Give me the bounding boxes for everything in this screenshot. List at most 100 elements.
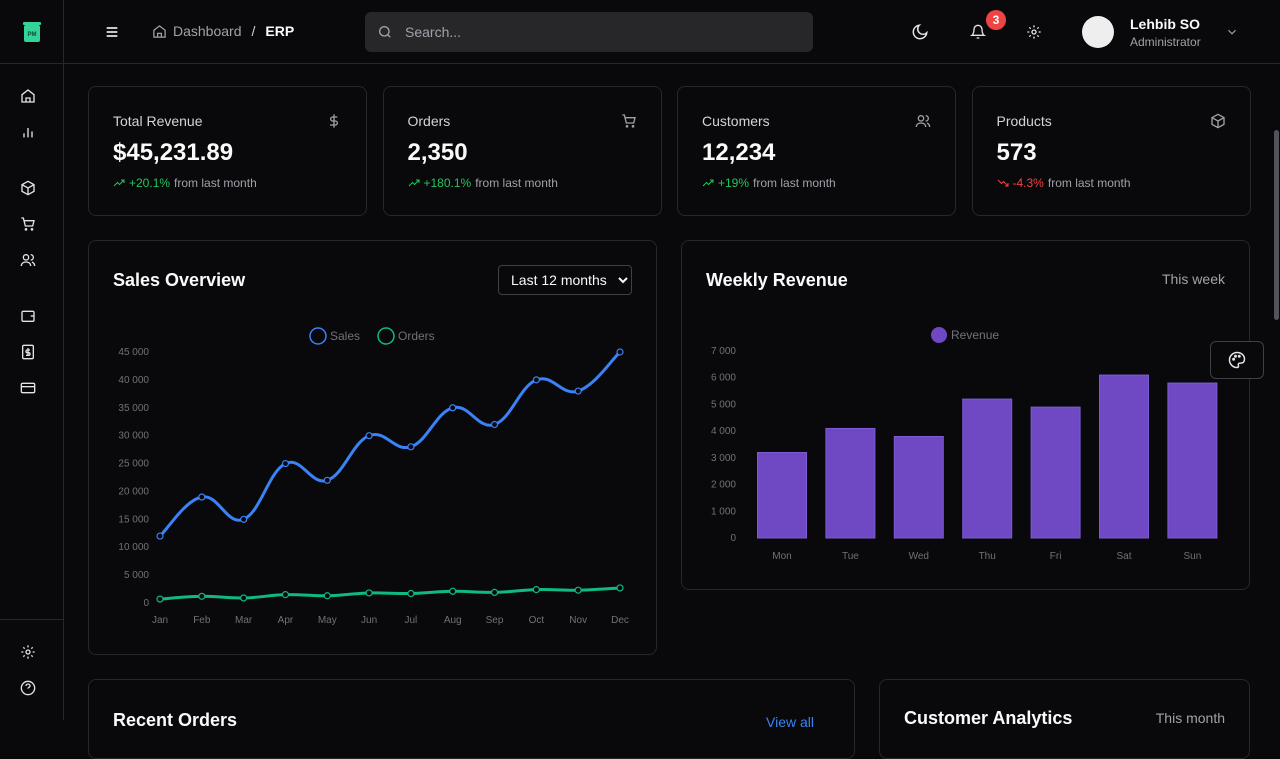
data-point <box>407 443 415 451</box>
period-label: This week <box>1161 271 1225 287</box>
y-tick-label: 5 000 <box>711 399 736 410</box>
change-value: +180.1% <box>423 176 472 190</box>
settings-icon[interactable] <box>18 642 38 662</box>
legend-swatch <box>309 327 327 345</box>
settings-icon[interactable] <box>1024 22 1044 42</box>
scrollbar-thumb[interactable] <box>1274 130 1279 320</box>
data-point <box>490 420 499 429</box>
search-box <box>365 12 813 52</box>
x-tick-label: Wed <box>909 551 929 562</box>
card-title: Customer Analytics <box>904 708 1073 728</box>
dollar-icon <box>330 114 338 128</box>
x-tick-label: Sun <box>1184 551 1202 562</box>
y-tick-label: 20 000 <box>118 486 149 497</box>
sidebar-divider <box>0 619 64 620</box>
invoice-dollar-icon[interactable] <box>18 342 38 362</box>
help-icon[interactable] <box>18 678 38 698</box>
menu-icon[interactable] <box>102 22 122 42</box>
card-title: Sales Overview <box>113 270 246 290</box>
x-tick-label: Mar <box>235 615 253 626</box>
home-icon[interactable] <box>18 86 38 106</box>
user-role: Administrator <box>1130 35 1201 49</box>
y-tick-label: 1 000 <box>711 506 736 517</box>
bar <box>825 427 876 539</box>
cart-icon <box>621 114 636 128</box>
bar <box>757 452 807 539</box>
avatar[interactable] <box>1082 16 1114 48</box>
x-tick-label: Thu <box>979 551 996 562</box>
users-icon[interactable] <box>18 250 38 270</box>
chevron-down-icon[interactable] <box>1222 22 1242 42</box>
data-point <box>156 532 164 540</box>
wallet-icon[interactable] <box>18 306 38 326</box>
stat-label: Orders <box>407 113 451 129</box>
data-point <box>281 591 290 599</box>
data-point <box>616 584 624 592</box>
stat-card: Total Revenue $45,231.89 +20.1% from las… <box>88 86 367 216</box>
bar <box>962 398 1013 539</box>
breadcrumb-dashboard[interactable]: Dashboard <box>173 23 242 39</box>
x-tick-label: Jun <box>361 615 377 626</box>
package-icon <box>1210 113 1225 129</box>
trending-up-icon <box>408 179 419 187</box>
weekly-revenue-card: Weekly Revenue This week 0 1 000 2 000 3 00… <box>681 240 1250 590</box>
logo[interactable]: PM <box>0 0 63 64</box>
chart-icon[interactable] <box>18 122 38 142</box>
sales-line-chart: 0 5 000 10 000 15 000 20 000 25 000 30 000 35 0… <box>118 327 629 626</box>
y-tick-label: 2 000 <box>711 480 736 491</box>
svg-text:PM: PM <box>27 32 36 38</box>
x-tick-label: May <box>318 615 337 626</box>
range-select[interactable]: Last 12 months <box>498 265 632 295</box>
x-tick-label: Apr <box>278 615 294 626</box>
bar <box>893 435 944 539</box>
stat-card: Products 573 -4.3% from last month <box>971 86 1251 216</box>
scrollbar[interactable] <box>1272 64 1280 720</box>
search-input[interactable] <box>405 24 785 40</box>
legend-swatch <box>931 327 947 343</box>
y-tick-label: 25 000 <box>118 459 149 470</box>
moon-icon[interactable] <box>910 22 930 42</box>
stat-change: +180.1% from last month <box>408 176 558 190</box>
stat-value: $45,231.89 <box>113 139 234 166</box>
stat-change: +19% from last month <box>702 176 836 190</box>
breadcrumb-separator: / <box>251 23 256 39</box>
data-point <box>449 404 457 412</box>
stat-change: -4.3% from last month <box>997 176 1131 190</box>
theme-palette-button[interactable] <box>1210 341 1264 379</box>
view-all-link[interactable]: View all <box>766 714 814 730</box>
stat-value: 12,234 <box>702 139 776 166</box>
x-tick-label: Aug <box>444 615 462 626</box>
package-icon[interactable] <box>18 178 38 198</box>
card-title: Weekly Revenue <box>706 270 848 290</box>
bar <box>1099 374 1149 539</box>
data-point <box>365 589 373 597</box>
x-tick-label: Oct <box>529 615 545 626</box>
data-point <box>616 348 624 356</box>
weekly-bar-chart: 0 1 000 2 000 3 000 4 000 5 000 6 000 7 000 Reve… <box>711 327 1218 562</box>
data-point <box>281 459 290 468</box>
breadcrumb: Dashboard / ERP <box>152 23 294 39</box>
cart-icon[interactable] <box>18 214 38 234</box>
legend-label: Revenue <box>951 328 999 342</box>
change-suffix: from last month <box>174 176 257 190</box>
y-tick-label: 15 000 <box>118 514 149 525</box>
trending-down-icon <box>997 179 1008 187</box>
legend-label: Orders <box>398 329 435 343</box>
palette-icon <box>1228 351 1246 369</box>
data-point <box>156 595 164 603</box>
stat-change: +20.1% from last month <box>113 176 257 190</box>
bell-icon[interactable] <box>968 22 988 42</box>
home-icon <box>153 24 166 38</box>
x-tick-label: Nov <box>569 615 587 626</box>
credit-card-icon[interactable] <box>18 378 38 398</box>
sidebar: PM <box>0 0 64 720</box>
data-point <box>490 588 499 597</box>
bar <box>1030 406 1081 539</box>
header: Dashboard / ERP 3 Lehbib SO Administrato… <box>64 0 1280 64</box>
stat-card: Customers 12,234 +19% from last month <box>677 86 956 216</box>
x-tick-label: Dec <box>611 615 629 626</box>
y-tick-label: 40 000 <box>118 375 149 386</box>
x-tick-label: Tue <box>842 551 859 562</box>
recent-orders-card: Recent Orders View all <box>88 679 855 759</box>
trending-up-icon <box>113 179 125 187</box>
